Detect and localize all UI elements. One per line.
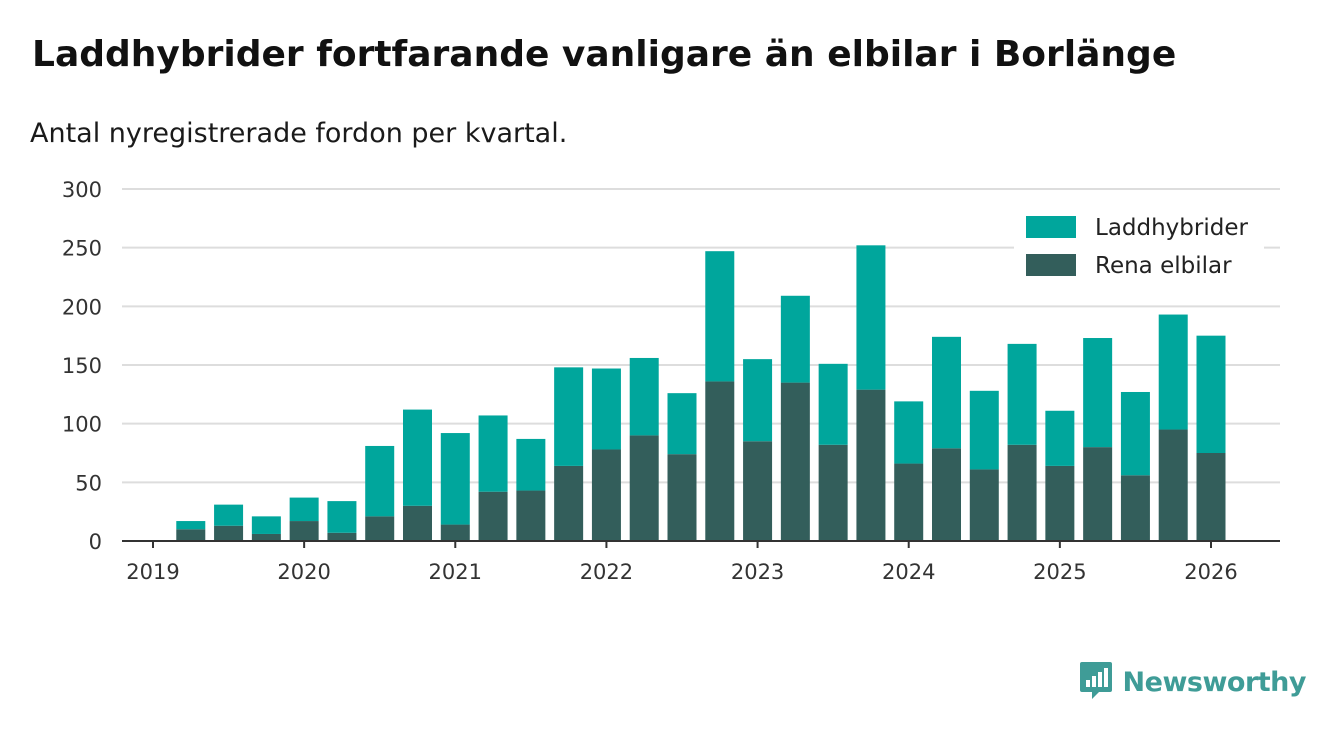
y-tick-label: 100 (62, 413, 102, 437)
y-tick-label: 150 (62, 354, 102, 378)
axes: 0 50 100 150 200 250 300 2019 2020 2021 2022 2023 20… (62, 178, 1280, 584)
bar-rena-elbilar (251, 533, 281, 541)
brand-name: Newsworthy (1122, 666, 1307, 698)
bar-rena-elbilar (365, 516, 395, 541)
bar-laddhybrider (289, 497, 319, 522)
bar-laddhybrider (440, 433, 470, 525)
bar-rena-elbilar (403, 505, 432, 541)
bar-laddhybrider (327, 501, 357, 533)
bar-laddhybrider (1083, 338, 1113, 448)
y-tick-label: 250 (62, 237, 102, 261)
x-tick-label: 2024 (882, 560, 935, 584)
bar-rena-elbilar (780, 382, 810, 541)
x-tick-label: 2023 (731, 560, 784, 584)
legend-swatch-laddhybrider (1026, 216, 1076, 238)
bar-rena-elbilar (1045, 465, 1075, 541)
bar-rena-elbilar (591, 449, 621, 541)
bar-rena-elbilar (478, 491, 508, 541)
bar-rena-elbilar (516, 490, 546, 541)
bar-rena-elbilar (894, 463, 924, 541)
bar-laddhybrider (780, 295, 810, 383)
legend: Laddhybrider Rena elbilar (1014, 208, 1264, 290)
bar-laddhybrider (667, 393, 697, 455)
bar-laddhybrider (176, 521, 206, 530)
bar-laddhybrider (932, 336, 961, 449)
bar-laddhybrider (1196, 335, 1226, 453)
bar-laddhybrider (1120, 391, 1150, 476)
legend-label-rena-elbilar: Rena elbilar (1095, 253, 1232, 279)
bar-laddhybrider (743, 359, 773, 442)
bar-laddhybrider (969, 390, 999, 470)
y-tick-label: 0 (89, 530, 102, 554)
bar-laddhybrider (894, 401, 924, 464)
y-tick-label: 300 (62, 178, 102, 202)
bar-laddhybrider (856, 245, 886, 390)
bar-laddhybrider (1007, 343, 1037, 445)
bar-laddhybrider (1158, 314, 1188, 430)
bar-rena-elbilar (1196, 453, 1226, 541)
bar-rena-elbilar (289, 521, 319, 541)
bar-rena-elbilar (705, 381, 735, 541)
bar-rena-elbilar (667, 454, 697, 541)
bar-rena-elbilar (932, 448, 961, 541)
bar-laddhybrider (251, 516, 281, 534)
bar-rena-elbilar (176, 529, 206, 541)
bar-rena-elbilar (1120, 475, 1150, 541)
bars (176, 245, 1226, 541)
x-tick-label: 2020 (277, 560, 330, 584)
bar-rena-elbilar (440, 524, 470, 541)
bar-rena-elbilar (629, 435, 659, 541)
bar-rena-elbilar (856, 389, 886, 541)
bar-rena-elbilar (743, 441, 773, 541)
x-tick-label: 2022 (580, 560, 633, 584)
bar-laddhybrider (818, 363, 848, 445)
newsworthy-logo-icon (1079, 660, 1113, 704)
y-tick-label: 200 (62, 295, 102, 319)
x-tick-label: 2021 (429, 560, 482, 584)
bar-laddhybrider (629, 357, 659, 436)
bar-laddhybrider (365, 445, 395, 517)
bar-laddhybrider (1045, 410, 1075, 466)
legend-swatch-rena-elbilar (1026, 254, 1076, 276)
bar-laddhybrider (516, 438, 546, 491)
x-tick-label: 2019 (126, 560, 179, 584)
bar-rena-elbilar (1083, 447, 1113, 541)
bar-rena-elbilar (1158, 429, 1188, 541)
y-tick-label: 50 (75, 471, 102, 495)
bar-laddhybrider (591, 368, 621, 450)
bar-rena-elbilar (214, 525, 244, 541)
bar-rena-elbilar (554, 465, 584, 541)
bar-rena-elbilar (1007, 444, 1037, 541)
legend-label-laddhybrider: Laddhybrider (1095, 215, 1248, 241)
chart-subtitle: Antal nyregistrerade fordon per kvartal. (30, 118, 568, 149)
bar-rena-elbilar (327, 532, 357, 541)
bar-laddhybrider (478, 415, 508, 492)
brand: Newsworthy (1079, 660, 1307, 704)
bar-laddhybrider (705, 251, 735, 382)
bar-rena-elbilar (818, 444, 848, 541)
x-tick-label: 2026 (1184, 560, 1237, 584)
x-tick-label: 2025 (1033, 560, 1086, 584)
bar-rena-elbilar (969, 469, 999, 541)
bar-laddhybrider (214, 504, 244, 526)
bar-laddhybrider (554, 367, 584, 466)
bar-laddhybrider (403, 409, 432, 506)
chart-title: Laddhybrider fortfarande vanligare än el… (32, 34, 1177, 75)
